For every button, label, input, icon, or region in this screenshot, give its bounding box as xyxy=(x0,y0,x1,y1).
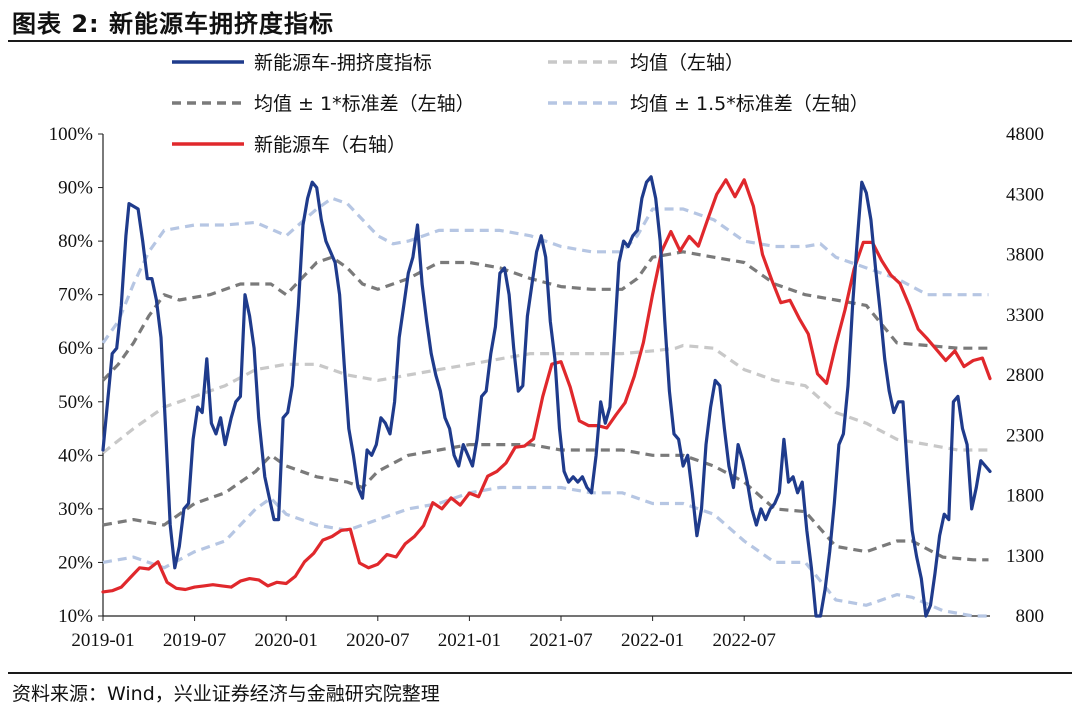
series-line-3 xyxy=(102,443,989,562)
right-tick-label: 3300 xyxy=(1006,305,1044,326)
right-tick-label: 2800 xyxy=(1006,365,1044,386)
left-tick-label: 30% xyxy=(58,499,93,520)
series-line-4 xyxy=(101,196,989,344)
legend-label: 新能源车（右轴） xyxy=(254,134,406,156)
series-line-5 xyxy=(102,485,989,618)
left-tick-label: 60% xyxy=(58,338,93,359)
left-tick-label: 100% xyxy=(49,124,94,145)
left-tick-label: 50% xyxy=(58,392,93,413)
chart-series xyxy=(101,175,992,618)
x-tick-label: 2020-07 xyxy=(346,630,409,651)
left-tick-label: 80% xyxy=(58,231,93,252)
series-line-6 xyxy=(101,178,992,594)
x-tick-label: 2022-07 xyxy=(713,630,776,651)
right-tick-label: 4300 xyxy=(1006,184,1044,205)
series-line-1 xyxy=(102,343,989,454)
left-tick-label: 90% xyxy=(58,178,93,199)
x-tick-label: 2019-01 xyxy=(71,630,134,651)
right-tick-label: 1800 xyxy=(1006,486,1044,507)
x-tick-label: 2021-07 xyxy=(529,630,592,651)
x-tick-label: 2021-01 xyxy=(438,630,501,651)
left-tick-label: 10% xyxy=(58,606,93,627)
series-line-2 xyxy=(101,250,989,382)
source-rule xyxy=(8,672,1072,674)
legend-label: 均值 ± 1*标准差（左轴） xyxy=(254,93,475,115)
left-tick-label: 70% xyxy=(58,285,93,306)
right-tick-label: 2300 xyxy=(1006,425,1044,446)
source-note: 资料来源：Wind，兴业证券经济与金融研究院整理 xyxy=(12,683,440,705)
right-tick-label: 800 xyxy=(1016,606,1045,627)
x-tick-label: 2022-01 xyxy=(621,630,684,651)
left-tick-label: 20% xyxy=(58,552,93,573)
x-tick-label: 2019-07 xyxy=(163,630,226,651)
chart-canvas: 10% 20% 30% 40% 50% 60% 70% 80% 90% 100% 800 1300 18… xyxy=(49,52,1044,651)
x-tick-label: 2020-01 xyxy=(255,630,318,651)
left-tick-label: 40% xyxy=(58,445,93,466)
legend-label: 均值 ± 1.5*标准差（左轴） xyxy=(630,93,869,115)
chart-legend: 新能源车-拥挤度指标 均值（左轴） 均值 ± 1*标准差（左轴） 均值 ± 1.5*标… xyxy=(172,52,869,156)
right-tick-label: 4800 xyxy=(1006,124,1044,145)
series-line-0 xyxy=(101,175,992,618)
chart-axes: 10% 20% 30% 40% 50% 60% 70% 80% 90% 100% 800 1300 18… xyxy=(49,124,1044,651)
title-rule xyxy=(8,40,1072,42)
right-tick-label: 3800 xyxy=(1006,245,1044,266)
legend-label: 均值（左轴） xyxy=(630,52,744,74)
legend-label: 新能源车-拥挤度指标 xyxy=(254,52,432,74)
chart-title: 图表 2: 新能源车拥挤度指标 xyxy=(12,10,335,38)
right-tick-label: 1300 xyxy=(1006,546,1044,567)
